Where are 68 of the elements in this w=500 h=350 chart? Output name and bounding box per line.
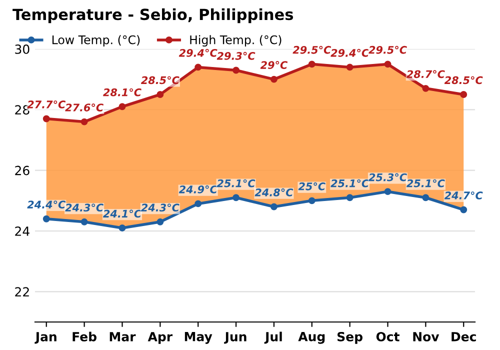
data-label: 27.6°C bbox=[65, 104, 104, 112]
point bbox=[42, 215, 50, 222]
data-label: 25°C bbox=[298, 182, 326, 190]
point bbox=[232, 66, 240, 74]
point bbox=[194, 64, 202, 71]
point bbox=[156, 218, 164, 226]
x-tick-label: May bbox=[184, 332, 212, 344]
point bbox=[422, 84, 430, 92]
x-tick-label: Dec bbox=[452, 332, 476, 342]
x-tick-label: Jul bbox=[264, 332, 282, 344]
data-label: 24.8°C bbox=[254, 188, 294, 196]
data-label: 24.4°C bbox=[27, 200, 66, 209]
data-label: 25.1°C bbox=[406, 179, 445, 188]
point bbox=[422, 194, 430, 202]
y-tick-label: 22 bbox=[15, 287, 29, 296]
point bbox=[42, 115, 50, 122]
legend-label: High Temp. (°C) bbox=[190, 35, 282, 47]
data-label: 28.5°C bbox=[140, 76, 180, 84]
point bbox=[460, 91, 468, 98]
data-label: 29.4°C bbox=[330, 48, 370, 57]
data-label: 25.1°C bbox=[216, 179, 256, 188]
point bbox=[232, 194, 240, 202]
y-tick-label: 28 bbox=[15, 105, 30, 115]
data-label: 24.9°C bbox=[178, 185, 218, 194]
x-tick-label: Aug bbox=[298, 332, 325, 344]
x-tick-label: Feb bbox=[72, 332, 96, 342]
data-label: 29.3°C bbox=[216, 52, 256, 60]
y-tick-label: 26 bbox=[15, 166, 30, 176]
data-label: 24.3°C bbox=[140, 204, 180, 212]
chart-title: Temperature - Sebio, Philippines bbox=[12, 8, 294, 24]
point bbox=[346, 194, 354, 202]
point bbox=[308, 197, 316, 204]
data-label: 29.4°C bbox=[178, 48, 218, 57]
point bbox=[194, 200, 202, 208]
point bbox=[346, 64, 354, 71]
x-tick-label: Mar bbox=[110, 332, 136, 342]
data-label: 28.7°C bbox=[406, 70, 445, 78]
data-label: 25.1°C bbox=[330, 179, 370, 188]
data-label: 24.7°C bbox=[444, 191, 483, 200]
point bbox=[270, 203, 278, 210]
data-label: 29.5°C bbox=[292, 46, 332, 54]
y-tick-label: 30 bbox=[15, 44, 30, 54]
data-label: 24.1°C bbox=[103, 210, 142, 218]
data-label: 27.7°C bbox=[27, 100, 66, 108]
data-label: 29.5°C bbox=[368, 46, 407, 54]
x-tick-label: Jun bbox=[224, 332, 246, 344]
point bbox=[80, 218, 88, 226]
point bbox=[80, 118, 88, 126]
x-tick-label: Apr bbox=[148, 332, 173, 344]
data-label: 25.3°C bbox=[368, 173, 407, 182]
data-label: 24.3°C bbox=[65, 204, 104, 212]
y-tick-label: 24 bbox=[15, 226, 30, 236]
x-tick-label: Sep bbox=[338, 332, 362, 344]
point bbox=[270, 76, 278, 83]
point bbox=[118, 224, 126, 232]
point bbox=[308, 60, 316, 68]
data-label: 28.1°C bbox=[103, 88, 142, 96]
point bbox=[156, 91, 164, 98]
point bbox=[118, 103, 126, 110]
data-label: 29°C bbox=[260, 61, 288, 69]
x-tick-label: Oct bbox=[376, 332, 400, 342]
x-tick-label: Jan bbox=[34, 332, 56, 344]
data-label: 28.5°C bbox=[444, 76, 483, 84]
legend-label: Low Temp. (°C) bbox=[52, 35, 140, 47]
x-tick-label: Nov bbox=[413, 332, 440, 342]
point bbox=[384, 188, 392, 196]
point bbox=[384, 60, 392, 68]
point bbox=[460, 206, 468, 214]
